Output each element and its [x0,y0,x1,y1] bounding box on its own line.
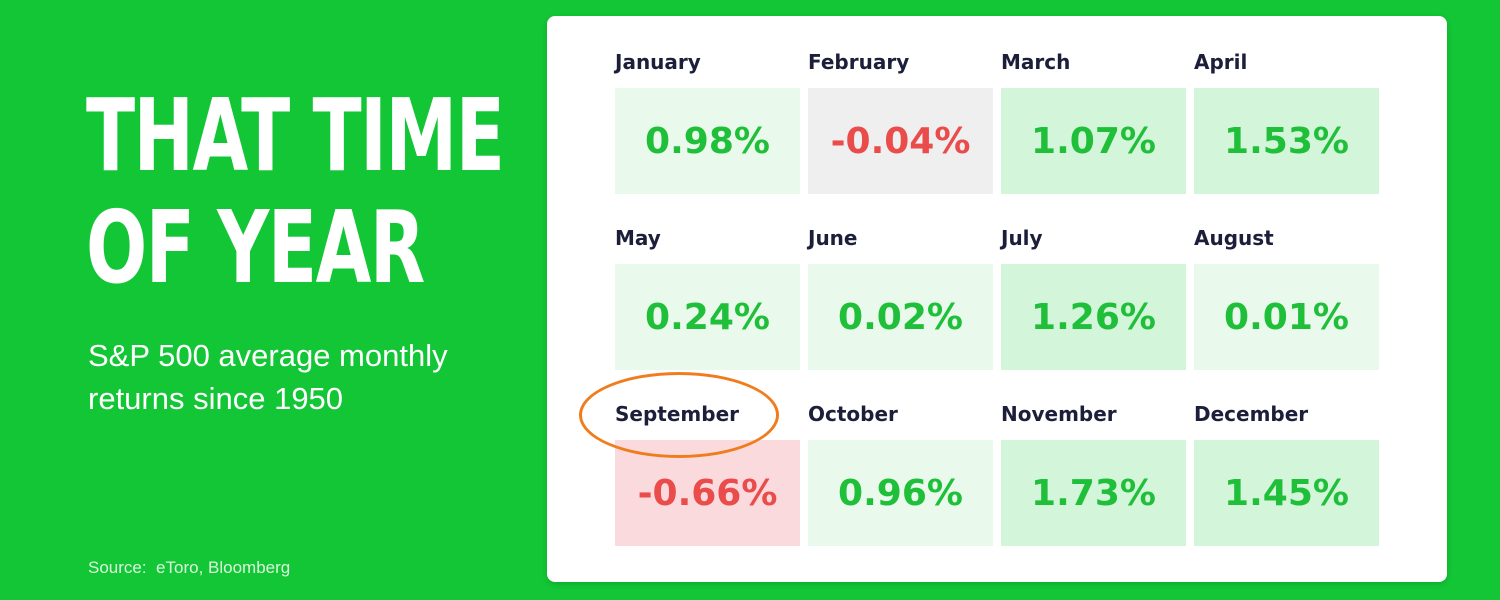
return-cell-january: 0.98% [615,88,800,194]
month-label-august: August [1194,226,1274,250]
source-value: eToro, Bloomberg [156,558,291,577]
return-value-july: 1.26% [1031,296,1156,338]
return-cell-september: -0.66% [615,440,800,546]
return-cell-august: 0.01% [1194,264,1379,370]
return-value-september: -0.66% [637,472,778,514]
return-value-february: -0.04% [830,120,971,162]
month-label-october: October [808,402,898,426]
return-cell-july: 1.26% [1001,264,1186,370]
headline-line-2: OF YEAR [86,189,425,306]
month-label-january: January [615,50,701,74]
month-label-june: June [808,226,858,250]
subtitle-line-2: returns since 1950 [88,381,344,416]
return-value-may: 0.24% [645,296,770,338]
return-value-december: 1.45% [1224,472,1349,514]
month-label-april: April [1194,50,1248,74]
subtitle: S&P 500 average monthly returns since 19… [88,334,518,420]
month-label-december: December [1194,402,1309,426]
return-cell-march: 1.07% [1001,88,1186,194]
return-cell-december: 1.45% [1194,440,1379,546]
return-cell-april: 1.53% [1194,88,1379,194]
return-value-august: 0.01% [1224,296,1349,338]
subtitle-line-1: S&P 500 average monthly [88,338,448,373]
return-cell-october: 0.96% [808,440,993,546]
return-value-april: 1.53% [1224,120,1349,162]
return-cell-may: 0.24% [615,264,800,370]
month-label-july: July [1001,226,1043,250]
source-label: Source: [88,558,147,577]
return-value-march: 1.07% [1031,120,1156,162]
headline-line-1: THAT TIME [86,77,505,194]
return-value-october: 0.96% [838,472,963,514]
month-label-november: November [1001,402,1117,426]
headline: THAT TIME OF YEAR [86,77,505,306]
month-label-february: February [808,50,910,74]
source-note: Source: eToro, Bloomberg [88,558,290,578]
month-label-march: March [1001,50,1071,74]
return-cell-june: 0.02% [808,264,993,370]
return-value-june: 0.02% [838,296,963,338]
monthly-returns-table: January 0.98% February -0.04% March 1.07% Apri… [547,16,1447,582]
return-cell-november: 1.73% [1001,440,1186,546]
return-cell-february: -0.04% [808,88,993,194]
return-value-november: 1.73% [1031,472,1156,514]
month-label-may: May [615,226,661,250]
return-value-january: 0.98% [645,120,770,162]
highlight-circle [579,372,779,458]
